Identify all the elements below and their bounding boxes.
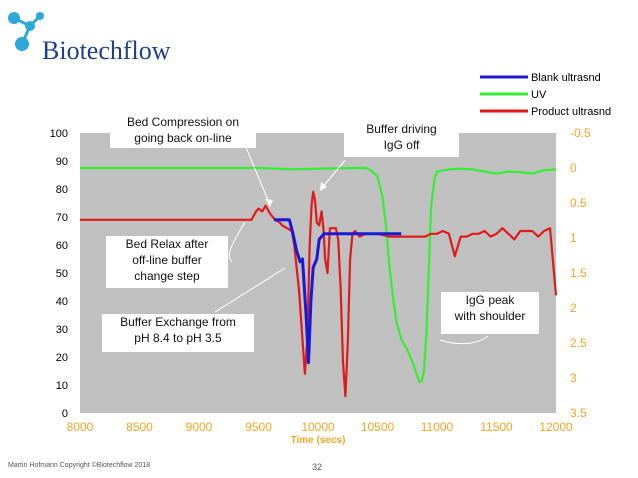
pointer-buffer-driving-arrowhead: [320, 182, 327, 191]
annotation-igg-peak: IgG peak with shoulder: [441, 292, 539, 334]
series-layer: [80, 166, 558, 398]
annotation-bed-relax: Bed Relax after off-line buffer change s…: [106, 236, 228, 288]
footer-copyright: Martin Hofmann Copyright ©Biotechflow 20…: [8, 462, 151, 469]
right-tick-label: -0.5: [570, 126, 591, 140]
x-tick-label: 9000: [186, 420, 213, 434]
pointer-igg-peak: [439, 335, 489, 345]
right-tick-label: 0.5: [570, 196, 587, 210]
right-tick-label: 2.5: [570, 336, 587, 350]
left-tick-label: 60: [56, 240, 68, 252]
x-tick-label: 10500: [361, 420, 395, 434]
pointer-bed-compression-arrowhead: [265, 199, 273, 207]
legend: Blank ultrasnd UV Product ultrasnd: [480, 72, 611, 118]
legend-label: UV: [531, 89, 547, 101]
left-tick-label: 70: [56, 212, 68, 224]
right-tick-label: 1: [570, 231, 577, 245]
left-tick-label: 40: [56, 296, 68, 308]
right-tick-label: 0: [570, 161, 577, 175]
right-tick-label: 1.5: [570, 266, 587, 280]
left-tick-label: 90: [56, 156, 68, 168]
x-tick-label: 8500: [126, 420, 153, 434]
left-tick-label: 50: [56, 268, 68, 280]
left-tick-label: 20: [56, 352, 68, 364]
pointer-buffer-exchange: [214, 267, 286, 313]
left-tick-label: 0: [62, 408, 68, 420]
brand-name: Biotechflow: [42, 36, 171, 65]
right-axis: -0.5 0 0.5 1 1.5 2 2.5 3 3.5: [570, 126, 591, 420]
annotation-buffer-exchange: Buffer Exchange from pH 8.4 to pH 3.5: [102, 314, 254, 352]
right-tick-label: 3.5: [570, 406, 587, 420]
left-axis: 0 10 20 30 40 50 60 70 80 90 100: [50, 128, 68, 420]
x-tick-label: 11500: [480, 420, 513, 434]
x-tick-label: 9500: [245, 420, 272, 434]
page-number: 32: [312, 462, 323, 472]
x-tick-label: 10000: [301, 420, 335, 434]
x-tick-label: 8000: [67, 420, 94, 434]
molecule-logo-icon: [8, 12, 44, 51]
legend-label: Blank ultrasnd: [531, 72, 601, 84]
annotation-pointers: [214, 144, 489, 345]
x-tick-label: 12000: [539, 420, 573, 434]
right-tick-label: 3: [570, 371, 577, 385]
annotation-buffer-driving: Buffer driving IgG off: [344, 121, 459, 157]
x-tick-label: 11000: [421, 420, 454, 434]
left-tick-label: 30: [56, 324, 68, 336]
pointer-bed-relax: [228, 221, 246, 263]
right-tick-label: 2: [570, 301, 577, 315]
annotation-bed-compression: Bed Compression on going back on-line: [110, 114, 256, 148]
series-uv: [80, 166, 557, 383]
left-tick-label: 80: [56, 184, 68, 196]
x-axis-label: Time (secs): [291, 435, 346, 446]
series-blank-ultrasnd: [274, 218, 402, 365]
pointer-bed-compression: [244, 144, 271, 206]
pointer-buffer-driving: [321, 159, 346, 189]
x-axis: 8000 8500 9000 9500 10000 10500 11000 11500 1200…: [67, 420, 573, 434]
legend-label: Product ultrasnd: [531, 106, 611, 118]
left-tick-label: 100: [50, 128, 68, 140]
left-tick-label: 10: [56, 380, 68, 392]
